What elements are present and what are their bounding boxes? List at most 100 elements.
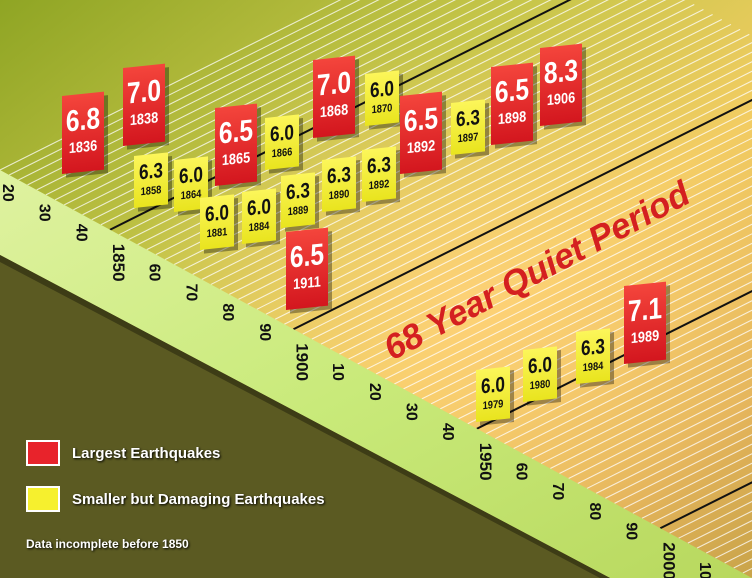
magnitude-label: 6.0 bbox=[270, 121, 294, 146]
magnitude-label: 6.0 bbox=[179, 163, 203, 188]
marker-box bbox=[362, 146, 396, 202]
grid-line bbox=[421, 233, 752, 400]
magnitude-label: 6.5 bbox=[219, 113, 253, 150]
legend-label-smaller: Smaller but Damaging Earthquakes bbox=[72, 490, 325, 508]
marker-box bbox=[451, 99, 485, 155]
grid-line bbox=[412, 223, 752, 395]
grid-line bbox=[274, 80, 752, 320]
marker-box bbox=[322, 156, 356, 212]
tick-label: 40 bbox=[72, 224, 89, 242]
marker-box bbox=[215, 103, 257, 186]
magnitude-label: 6.0 bbox=[528, 353, 552, 378]
grid-line bbox=[366, 175, 752, 370]
tick-label: 80 bbox=[219, 303, 236, 321]
axis-tick-labels: 20 30 40 1850 60 70 80 90 1900 10 20 30 40 1950 60 70 80… bbox=[0, 184, 713, 578]
tick-label: 10 bbox=[329, 363, 346, 381]
decade-line bbox=[659, 481, 752, 530]
marker-box bbox=[62, 91, 104, 174]
grid-line bbox=[302, 108, 752, 335]
marker-box bbox=[123, 63, 165, 146]
year-label: 1897 bbox=[458, 131, 479, 145]
year-label: 1989 bbox=[631, 326, 660, 346]
grid-line bbox=[265, 70, 752, 315]
magnitude-label: 6.3 bbox=[286, 179, 310, 204]
magnitude-label: 6.5 bbox=[290, 237, 324, 274]
year-label: 1889 bbox=[288, 204, 309, 218]
tick-label: 1950 bbox=[476, 443, 495, 481]
grid-line bbox=[320, 128, 752, 345]
tick-label: 70 bbox=[549, 483, 566, 501]
axis-strip bbox=[0, 170, 752, 578]
year-label: 1980 bbox=[530, 378, 551, 392]
grid-line bbox=[403, 214, 752, 390]
tick-label: 70 bbox=[182, 284, 199, 302]
year-label: 1865 bbox=[222, 148, 251, 168]
grid-line bbox=[375, 185, 752, 375]
marker-box bbox=[624, 281, 666, 364]
year-label: 1858 bbox=[141, 184, 162, 198]
marker-box bbox=[313, 55, 355, 138]
tick-label: 20 bbox=[366, 383, 383, 401]
marker-box bbox=[174, 156, 208, 212]
marker-box bbox=[476, 366, 510, 422]
grid-line bbox=[329, 137, 752, 350]
magnitude-label: 7.0 bbox=[317, 65, 351, 102]
grid-line bbox=[614, 433, 752, 504]
magnitude-label: 6.3 bbox=[327, 163, 351, 188]
magnitude-label: 6.0 bbox=[481, 373, 505, 398]
grid-line bbox=[513, 328, 752, 450]
year-label: 1892 bbox=[369, 178, 390, 192]
grid-line bbox=[247, 51, 752, 305]
grid-line bbox=[384, 194, 752, 380]
axis-strip-edge bbox=[0, 255, 610, 578]
marker-box bbox=[491, 62, 533, 145]
grid-line bbox=[568, 386, 752, 479]
year-label: 1866 bbox=[272, 146, 293, 160]
grid-line bbox=[339, 147, 752, 355]
year-label: 1898 bbox=[498, 107, 527, 127]
legend-item-smaller: Smaller but Damaging Earthquakes bbox=[26, 486, 325, 512]
grid-line bbox=[549, 367, 752, 470]
grid-line bbox=[504, 319, 752, 445]
grid-line bbox=[311, 118, 752, 340]
grid-line bbox=[531, 347, 752, 460]
marker-box bbox=[286, 227, 328, 310]
marker-box bbox=[134, 152, 168, 208]
grid-line bbox=[348, 156, 752, 360]
decade-line bbox=[476, 290, 752, 430]
magnitude-label: 6.0 bbox=[247, 195, 271, 220]
marker-box bbox=[400, 91, 442, 174]
marker-box bbox=[365, 70, 399, 126]
marker-box bbox=[540, 43, 582, 126]
grid-line bbox=[494, 309, 752, 440]
year-label: 1884 bbox=[249, 220, 270, 234]
tick-label: 1900 bbox=[292, 343, 311, 381]
magnitude-label: 7.1 bbox=[628, 291, 662, 328]
year-label: 1911 bbox=[293, 272, 321, 292]
legend-item-largest: Largest Earthquakes bbox=[26, 440, 220, 466]
magnitude-label: 6.3 bbox=[139, 159, 163, 184]
grid-line bbox=[36, 0, 418, 191]
magnitude-label: 6.3 bbox=[456, 106, 480, 131]
grid-line bbox=[284, 89, 752, 325]
tick-label: 60 bbox=[513, 463, 530, 481]
footnote: Data incomplete before 1850 bbox=[26, 537, 189, 551]
grid-line bbox=[485, 300, 752, 435]
grid-line bbox=[522, 338, 752, 455]
tick-label: 90 bbox=[256, 323, 273, 341]
grid-line bbox=[595, 414, 752, 494]
magnitude-label: 6.0 bbox=[205, 201, 229, 226]
marker-box bbox=[242, 188, 276, 244]
